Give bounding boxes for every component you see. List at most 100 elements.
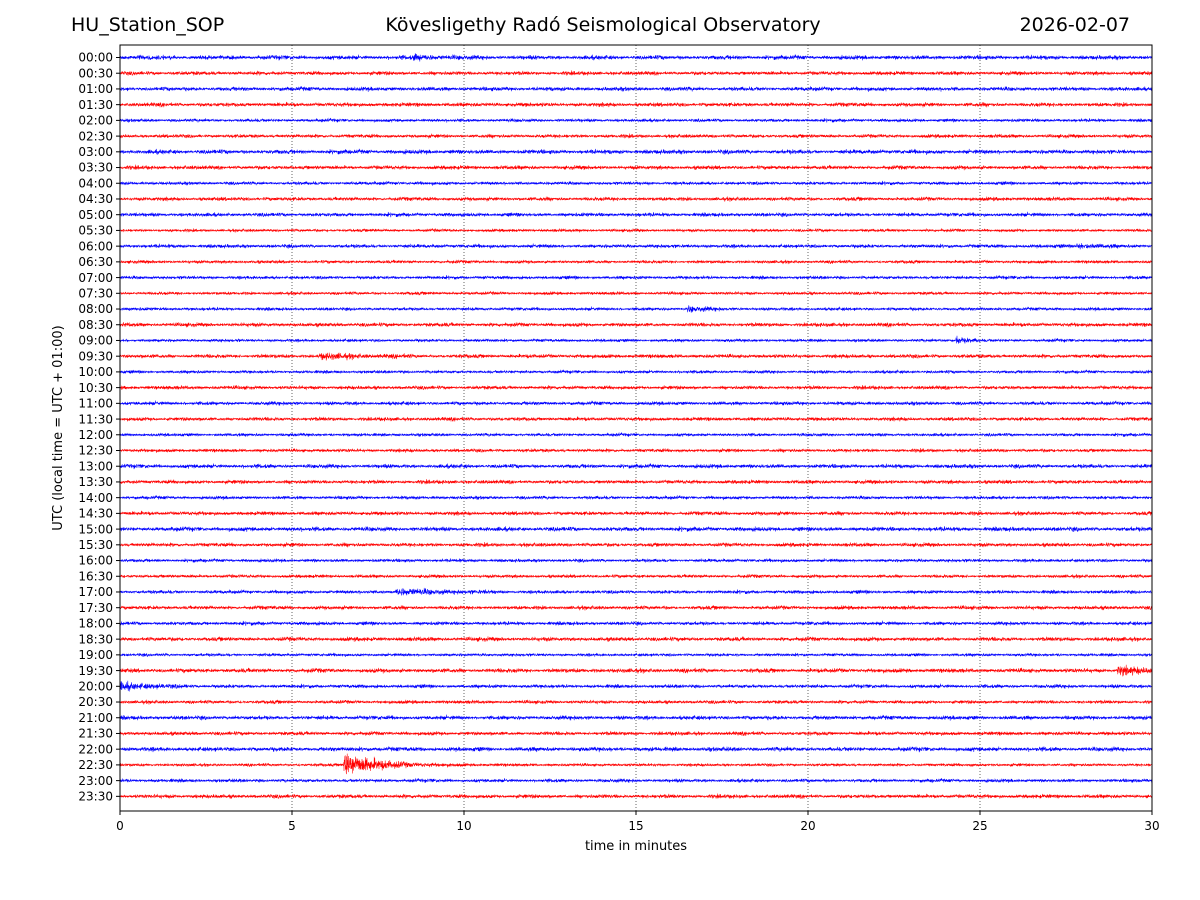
seismic-trace-1530 — [119, 541, 1153, 548]
x-tick-label: 10 — [456, 819, 471, 833]
row-label: 14:00 — [78, 491, 113, 505]
row-label: 08:30 — [78, 318, 113, 332]
row-label: 13:00 — [78, 459, 113, 473]
row-label: 23:30 — [78, 790, 113, 804]
row-label: 22:30 — [78, 758, 113, 772]
row-label: 01:30 — [78, 98, 113, 112]
row-label: 17:00 — [78, 585, 113, 599]
row-label: 15:00 — [78, 522, 113, 536]
x-tick-label: 5 — [288, 819, 296, 833]
seismic-trace-2100 — [119, 714, 1152, 721]
x-tick-label: 20 — [800, 819, 815, 833]
seismic-trace-0800 — [119, 305, 1153, 313]
seismic-trace-1930 — [119, 664, 1153, 677]
row-label: 15:30 — [78, 538, 113, 552]
row-label: 07:00 — [78, 271, 113, 285]
seismic-trace-2230 — [119, 753, 1152, 775]
seismic-trace-0400 — [119, 180, 1153, 186]
seismic-trace-0000 — [119, 53, 1153, 62]
row-label: 14:30 — [78, 507, 113, 521]
seismic-trace-1230 — [119, 447, 1152, 454]
seismic-trace-0230 — [119, 133, 1153, 139]
seismic-trace-0600 — [119, 243, 1153, 250]
row-label: 19:30 — [78, 664, 113, 678]
seismic-trace-0100 — [119, 85, 1153, 92]
row-label: 21:30 — [78, 727, 113, 741]
row-label: 09:00 — [78, 334, 113, 348]
y-axis-title: UTC (local time = UTC + 01:00) — [51, 325, 66, 530]
x-tick-label: 15 — [628, 819, 643, 833]
row-label: 17:30 — [78, 601, 113, 615]
row-label: 10:00 — [78, 365, 113, 379]
observatory-title: Kövesligethy Radó Seismological Observat… — [385, 14, 821, 36]
seismic-trace-0630 — [119, 259, 1153, 265]
seismic-trace-1630 — [119, 573, 1153, 579]
row-label: 18:30 — [78, 632, 113, 646]
seismic-trace-1900 — [119, 652, 1153, 658]
seismic-trace-0500 — [119, 211, 1153, 218]
station-name: HU_Station_SOP — [71, 14, 225, 36]
seismic-trace-0200 — [119, 117, 1153, 124]
row-label: 01:00 — [78, 82, 113, 96]
row-label: 23:00 — [78, 774, 113, 788]
row-label: 03:00 — [78, 145, 113, 159]
seismic-trace-1400 — [119, 494, 1153, 501]
row-label: 21:00 — [78, 711, 113, 725]
seismic-trace-0730 — [119, 290, 1152, 296]
seismic-trace-0430 — [119, 196, 1153, 202]
row-label: 00:30 — [78, 66, 113, 80]
row-label: 05:30 — [78, 224, 113, 238]
seismic-trace-0130 — [119, 101, 1153, 108]
seismic-trace-0300 — [119, 148, 1153, 155]
row-label: 02:30 — [78, 129, 113, 143]
row-label: 00:00 — [78, 51, 113, 65]
seismic-trace-0830 — [119, 321, 1153, 328]
x-tick-label: 25 — [972, 819, 987, 833]
row-label: 19:00 — [78, 648, 113, 662]
row-label: 11:00 — [78, 397, 113, 411]
seismic-trace-1300 — [119, 463, 1153, 470]
seismic-trace-0700 — [119, 274, 1153, 281]
seismic-trace-0930 — [119, 352, 1153, 361]
x-tick-label: 0 — [116, 819, 124, 833]
row-label: 12:00 — [78, 428, 113, 442]
seismic-trace-0030 — [119, 70, 1153, 76]
seismic-trace-1430 — [119, 510, 1153, 517]
seismic-trace-2030 — [119, 699, 1153, 705]
row-label: 20:00 — [78, 680, 113, 694]
seismic-trace-0900 — [119, 335, 1153, 344]
row-label: 11:30 — [78, 412, 113, 426]
x-tick-label: 30 — [1144, 819, 1159, 833]
row-label: 09:30 — [78, 349, 113, 363]
seismic-trace-2330 — [119, 793, 1153, 800]
row-label: 13:30 — [78, 475, 113, 489]
seismic-trace-1500 — [119, 525, 1153, 533]
seismic-trace-2200 — [119, 746, 1153, 753]
row-label: 16:00 — [78, 554, 113, 568]
trace-layer — [119, 53, 1153, 800]
seismic-trace-1700 — [119, 587, 1153, 596]
seismic-trace-1200 — [119, 431, 1153, 438]
row-label: 04:30 — [78, 192, 113, 206]
seismic-trace-1600 — [119, 557, 1153, 564]
seismic-trace-2130 — [119, 730, 1153, 737]
row-label: 08:00 — [78, 302, 113, 316]
row-label: 22:00 — [78, 742, 113, 756]
row-label: 16:30 — [78, 569, 113, 583]
seismic-trace-1830 — [119, 636, 1153, 643]
seismic-trace-1730 — [119, 604, 1153, 611]
seismic-trace-1100 — [119, 400, 1153, 407]
row-label: 05:00 — [78, 208, 113, 222]
seismic-trace-0330 — [119, 164, 1152, 171]
record-date: 2026-02-07 — [1019, 14, 1130, 36]
row-label: 02:00 — [78, 114, 113, 128]
x-axis: 0 5 10 15 20 25 30 — [116, 811, 1160, 833]
row-label: 06:00 — [78, 239, 113, 253]
row-label: 10:30 — [78, 381, 113, 395]
seismic-trace-2000 — [119, 680, 1152, 692]
seismic-trace-2300 — [119, 777, 1153, 784]
row-label: 18:00 — [78, 617, 113, 631]
x-axis-title: time in minutes — [585, 839, 687, 854]
